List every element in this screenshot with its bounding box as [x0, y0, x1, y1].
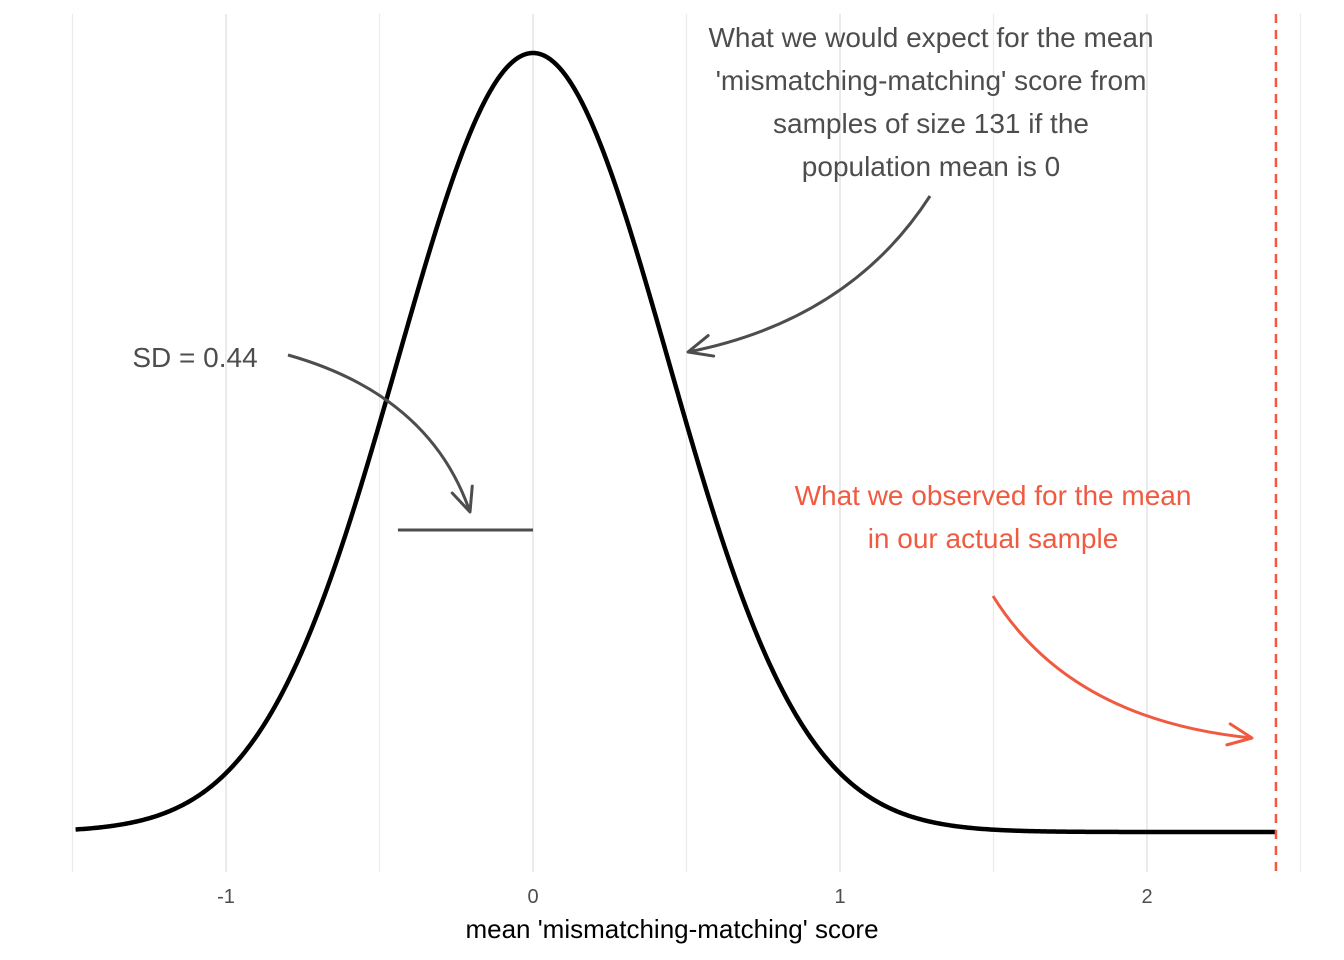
expected-annotation-line: 'mismatching-matching' score from: [716, 65, 1147, 96]
plot-area: [74, 14, 1278, 872]
density-curve: [74, 50, 1277, 835]
expected-annotation-line: What we would expect for the mean: [708, 22, 1153, 53]
annotations: SD = 0.44 What we would expect for the me…: [132, 22, 1254, 747]
x-axis: -1 0 1 2 mean 'mismatching-matching' score: [217, 886, 1152, 944]
observed-arrow: [991, 595, 1253, 740]
expected-annotation-line: samples of size 131 if the: [773, 108, 1089, 139]
expected-arrow: [687, 195, 932, 354]
sd-arrowhead: [450, 484, 474, 514]
sd-arrow: [287, 353, 472, 513]
observed-annotation-line: What we observed for the mean: [795, 480, 1192, 511]
observed-arrowhead: [1225, 722, 1254, 747]
sd-annotation: SD = 0.44: [132, 342, 257, 373]
gridlines: [71, 14, 1302, 872]
x-tick-label: -1: [217, 886, 235, 908]
expected-annotation-line: population mean is 0: [802, 151, 1060, 182]
expected-arrowhead: [686, 334, 716, 358]
x-axis-title: mean 'mismatching-matching' score: [465, 914, 878, 944]
x-tick-label: 0: [527, 886, 538, 908]
observed-annotation-line: in our actual sample: [868, 523, 1119, 554]
x-tick-label: 2: [1141, 886, 1152, 908]
x-tick-label: 1: [834, 886, 845, 908]
